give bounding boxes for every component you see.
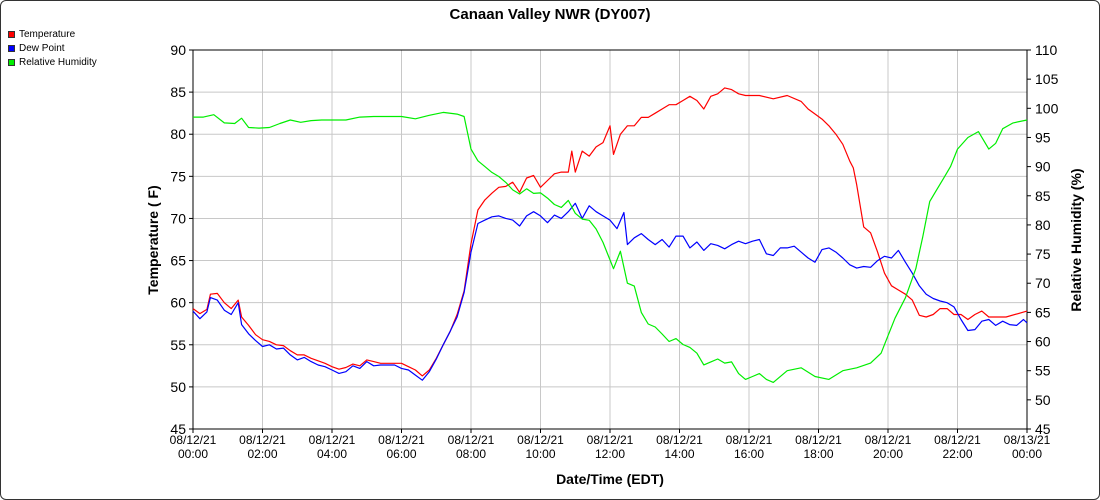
y2-tick-label: 80 [1035, 217, 1051, 233]
y2-axis-label: Relative Humidity (%) [1068, 168, 1084, 311]
x-tick-label-date: 08/12/21 [517, 433, 564, 447]
x-tick-label-date: 08/12/21 [239, 433, 286, 447]
y-tick-label: 90 [170, 42, 186, 58]
y-tick-label: 45 [170, 421, 186, 437]
x-tick-label-time: 22:00 [942, 447, 972, 461]
y2-tick-label: 85 [1035, 188, 1051, 204]
x-tick-label-date: 08/12/21 [448, 433, 495, 447]
legend-item-relative-humidity: Relative Humidity [8, 55, 97, 69]
x-tick-label-date: 08/12/21 [795, 433, 842, 447]
x-tick-label-date: 08/12/21 [656, 433, 703, 447]
x-tick-label-date: 08/12/21 [587, 433, 634, 447]
y-tick-label: 60 [170, 295, 186, 311]
x-tick-label-date: 08/12/21 [865, 433, 912, 447]
x-tick-label-date: 08/12/21 [170, 433, 217, 447]
y-axis-label: Temperature ( F) [145, 185, 161, 294]
relative-humidity-line [193, 111, 1028, 383]
x-tick-label-time: 20:00 [873, 447, 903, 461]
y-tick-label: 65 [170, 253, 186, 269]
y2-tick-label: 45 [1035, 421, 1051, 437]
y2-tick-label: 110 [1035, 42, 1058, 58]
y2-tick-label: 70 [1035, 275, 1051, 291]
legend: Temperature Dew Point Relative Humidity [8, 27, 97, 69]
y2-tick-label: 60 [1035, 334, 1051, 350]
y-tick-label: 50 [170, 379, 186, 395]
y-tick-label: 70 [170, 210, 186, 226]
y-tick-label: 80 [170, 126, 186, 142]
y-tick-label: 85 [170, 84, 186, 100]
x-tick-label-time: 16:00 [734, 447, 764, 461]
x-axis-label: Date/Time (EDT) [556, 471, 664, 487]
x-tick-label-time: 04:00 [317, 447, 347, 461]
x-tick-label-date: 08/12/21 [309, 433, 356, 447]
legend-label: Temperature [19, 28, 76, 40]
x-tick-label-time: 02:00 [247, 447, 277, 461]
legend-swatch [8, 30, 15, 38]
x-tick-label-time: 00:00 [1012, 447, 1042, 461]
y2-tick-label: 95 [1035, 129, 1051, 145]
legend-label: Relative Humidity [19, 56, 97, 68]
legend-swatch [8, 58, 15, 66]
chart-title: Canaan Valley NWR (DY007) [450, 6, 651, 23]
x-tick-label-date: 08/13/21 [1004, 433, 1051, 447]
legend-swatch [8, 44, 15, 52]
x-tick-label-time: 00:00 [178, 447, 208, 461]
x-tick-label-date: 08/12/21 [378, 433, 425, 447]
x-tick-label-time: 14:00 [664, 447, 694, 461]
y2-tick-label: 90 [1035, 159, 1051, 175]
y2-tick-label: 75 [1035, 246, 1051, 262]
x-tick-label-time: 10:00 [525, 447, 555, 461]
legend-item-temperature: Temperature [8, 27, 97, 41]
y2-tick-label: 50 [1035, 392, 1051, 408]
legend-label: Dew Point [19, 42, 65, 54]
y2-tick-label: 55 [1035, 363, 1051, 379]
x-tick-label-date: 08/12/21 [934, 433, 981, 447]
x-tick-label-date: 08/12/21 [726, 433, 773, 447]
temperature-line [192, 87, 1028, 377]
legend-item-dew-point: Dew Point [8, 41, 97, 55]
x-tick-label-time: 06:00 [386, 447, 416, 461]
dew-point-line [192, 202, 1028, 381]
y-tick-label: 55 [170, 337, 186, 353]
y2-tick-label: 105 [1035, 71, 1059, 87]
y2-tick-label: 65 [1035, 304, 1051, 320]
y-tick-label: 75 [170, 168, 186, 184]
x-tick-label-time: 12:00 [595, 447, 625, 461]
y2-tick-label: 100 [1035, 100, 1059, 116]
plot-area [192, 49, 1028, 430]
x-tick-label-time: 08:00 [456, 447, 486, 461]
x-tick-label-time: 18:00 [803, 447, 833, 461]
